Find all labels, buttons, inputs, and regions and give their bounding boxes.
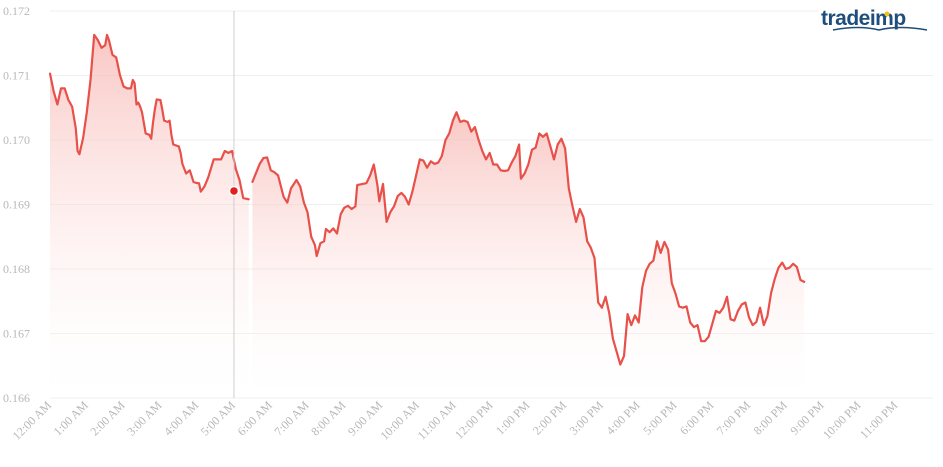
area-segment-1 — [50, 34, 249, 399]
line-segment-2 — [251, 111, 806, 366]
x-tick-label: 2:00 PM — [530, 398, 570, 438]
x-tick-label: 8:00 PM — [751, 398, 791, 438]
y-tick-label: 0.167 — [3, 327, 30, 341]
x-tick-label: 10:00 AM — [377, 398, 422, 443]
x-tick-label: 8:00 AM — [308, 398, 349, 439]
x-tick-label: 5:00 PM — [640, 398, 680, 438]
x-tick-label: 1:00 PM — [493, 398, 533, 438]
logo-wordmark: tradeimp — [821, 7, 906, 30]
tradeimp-logo[interactable]: tradeimp — [819, 6, 933, 36]
x-tick-label: 6:00 AM — [235, 398, 276, 439]
y-tick-label: 0.169 — [3, 198, 30, 212]
hover-marker-point[interactable] — [228, 185, 240, 197]
price-line — [48, 33, 806, 366]
x-tick-label: 12:00 PM — [452, 398, 496, 442]
x-tick-label: 7:00 AM — [271, 398, 312, 439]
y-tick-label: 0.166 — [3, 391, 30, 405]
y-tick-label: 0.171 — [3, 69, 30, 83]
x-tick-label: 11:00 AM — [415, 398, 459, 442]
x-tick-label: 3:00 PM — [567, 398, 607, 438]
y-tick-label: 0.168 — [3, 262, 30, 276]
x-tick-label: 7:00 PM — [714, 398, 754, 438]
y-tick-label: 0.170 — [3, 133, 30, 147]
x-tick-label: 11:00 PM — [857, 398, 901, 442]
x-tick-label: 4:00 AM — [161, 398, 202, 439]
line-segment-1 — [48, 33, 250, 201]
y-tick-label: 0.172 — [3, 4, 30, 18]
x-tick-label: 6:00 PM — [677, 398, 717, 438]
area-segment-2 — [252, 112, 805, 399]
x-tick-label: 2:00 AM — [87, 398, 128, 439]
x-tick-label: 5:00 AM — [198, 398, 239, 439]
x-tick-label: 10:00 PM — [820, 398, 864, 442]
logo-background — [819, 6, 933, 36]
x-tick-label: 4:00 PM — [603, 398, 643, 438]
price-area-fill — [50, 34, 805, 399]
x-tick-label: 1:00 AM — [51, 398, 92, 439]
x-tick-label: 3:00 AM — [124, 398, 165, 439]
x-axis-ticks: 12:00 AM1:00 AM2:00 AM3:00 AM4:00 AM5:00… — [10, 398, 901, 443]
logo-swoosh-icon — [832, 26, 928, 31]
y-axis-ticks: 0.166 0.167 0.168 0.169 0.170 0.171 0.172 — [3, 4, 30, 405]
logo-bulb-icon — [884, 11, 890, 17]
